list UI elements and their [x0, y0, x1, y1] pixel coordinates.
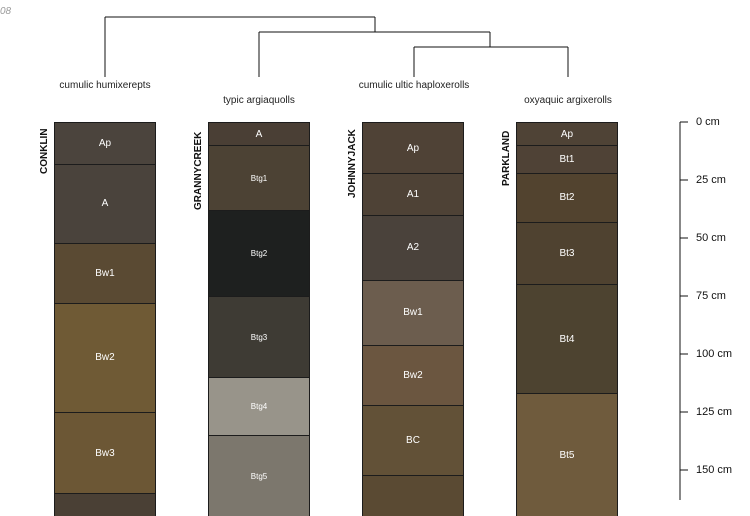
horizon-a2: A2 — [362, 214, 464, 280]
horizon-label: Bw1 — [403, 307, 423, 319]
horizon-bt4: Bt4 — [516, 284, 618, 394]
horizon-label: A — [101, 198, 109, 210]
horizon-ap: Ap — [362, 122, 464, 174]
horizon-label: Btg3 — [250, 332, 268, 342]
soil-profile-diagram: 08 cumulic humixerepts typic argiaquolls… — [0, 6, 733, 516]
horizon-a1: A1 — [362, 173, 464, 215]
horizon-label: Bt3 — [559, 248, 575, 260]
horizon-label: Bt2 — [559, 192, 575, 204]
horizon-bw2: Bw2 — [54, 302, 156, 412]
taxon-label-3: cumulic ultic haploxerolls — [358, 80, 470, 91]
horizon-label: Bt5 — [559, 449, 575, 461]
depth-tick-label: 0 cm — [696, 116, 720, 128]
horizon-label: Ap — [560, 128, 574, 140]
horizon-bw2: Bw2 — [362, 344, 464, 406]
horizon-label: Btg4 — [250, 402, 268, 412]
horizon-label: Bt1 — [559, 154, 575, 166]
horizon-btg3: Btg3 — [208, 296, 310, 378]
depth-tick-label: 50 cm — [696, 232, 726, 244]
horizon-bw3: Bw3 — [54, 412, 156, 494]
horizon-a: A — [54, 163, 156, 243]
horizon-label: Bw3 — [95, 447, 115, 459]
horizon-btg1: Btg1 — [208, 145, 310, 211]
horizon-btg4: Btg4 — [208, 377, 310, 436]
depth-tick-label: 25 cm — [696, 174, 726, 186]
horizon-label: Bw1 — [95, 267, 115, 279]
depth-axis — [679, 121, 688, 500]
horizon-label: Bw2 — [95, 352, 115, 364]
depth-tick-label: 100 cm — [696, 348, 733, 360]
horizon-label: A — [255, 128, 263, 140]
horizon-ap: Ap — [54, 122, 156, 164]
horizon-label: Btg5 — [250, 471, 268, 481]
horizon-label: Ap — [98, 137, 112, 149]
depth-tick-label: 125 cm — [696, 406, 733, 418]
horizon-bt2: Bt2 — [516, 173, 618, 222]
horizon-bw1: Bw1 — [54, 242, 156, 303]
horizon-label: BC — [406, 434, 420, 446]
horizon-bw1: Bw1 — [362, 279, 464, 345]
dendrogram — [104, 16, 569, 77]
depth-tick-label: 150 cm — [696, 464, 733, 476]
taxon-label-1: cumulic humixerepts — [59, 80, 151, 91]
horizon-label: A1 — [406, 188, 420, 200]
horizon-label: Btg2 — [250, 249, 268, 259]
horizon-bt5: Bt5 — [516, 393, 618, 516]
horizon-label: Btg1 — [250, 173, 268, 183]
horizon-bt3: Bt3 — [516, 221, 618, 285]
horizon-bc: BC — [362, 405, 464, 475]
depth-tick-label: 75 cm — [696, 290, 726, 302]
horizon-label: Bt4 — [559, 333, 575, 345]
taxon-label-4: oxyaquic argixerolls — [524, 95, 612, 106]
taxon-label-2: typic argiaquolls — [223, 95, 295, 106]
corner-text: 08 — [0, 6, 12, 17]
horizon-bt1: Bt1 — [516, 145, 618, 174]
horizon-label: A2 — [406, 242, 420, 254]
horizon-label: Ap — [406, 142, 420, 154]
horizon-btg2: Btg2 — [208, 210, 310, 296]
horizon-ap: Ap — [516, 122, 618, 146]
horizon-label: Bw2 — [403, 369, 423, 381]
horizon-a: A — [208, 122, 310, 146]
